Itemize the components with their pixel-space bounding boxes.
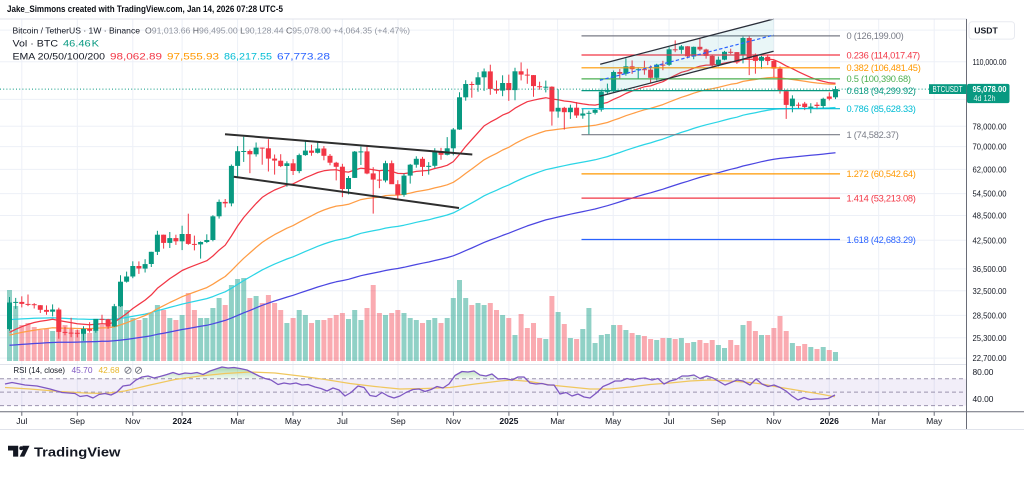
svg-text:0.5 (100,390.68): 0.5 (100,390.68) [847,74,911,84]
svg-text:2024: 2024 [173,416,192,426]
svg-text:36,500.00: 36,500.00 [973,264,1007,274]
svg-text:62,000.00: 62,000.00 [973,165,1007,175]
svg-text:28,500.00: 28,500.00 [973,311,1007,321]
svg-text:May: May [285,416,302,426]
svg-text:80.00: 80.00 [973,367,994,377]
svg-text:25,300.00: 25,300.00 [973,333,1007,343]
svg-text:Vol · BTC: Vol · BTC [13,39,59,49]
svg-text:Mar: Mar [550,416,565,426]
svg-text:Jul: Jul [664,416,675,426]
svg-text:86,217.55: 86,217.55 [224,52,272,62]
svg-text:0.236 (114,017.47): 0.236 (114,017.47) [847,50,921,60]
svg-text:Sep: Sep [70,416,86,426]
svg-text:0.618 (94,299.92): 0.618 (94,299.92) [847,86,916,96]
svg-text:4d 12h: 4d 12h [974,94,996,103]
svg-text:40.00: 40.00 [973,394,994,404]
svg-text:0.786 (85,628.33): 0.786 (85,628.33) [847,104,916,114]
svg-text:70,000.00: 70,000.00 [973,142,1007,152]
svg-text:54,500.00: 54,500.00 [973,189,1007,199]
svg-text:42.68: 42.68 [99,365,120,375]
svg-text:42,500.00: 42,500.00 [973,235,1007,245]
svg-text:Jul: Jul [16,416,27,426]
svg-text:95,078.00: 95,078.00 [973,84,1007,94]
svg-text:1.272 (60,542.64): 1.272 (60,542.64) [847,169,916,179]
svg-text:Bitcoin / TetherUS · 1W · Bina: Bitcoin / TetherUS · 1W · Binance [13,26,141,36]
svg-text:Jul: Jul [337,416,348,426]
svg-text:22,700.00: 22,700.00 [973,353,1007,363]
svg-text:EMA 20/50/100/200: EMA 20/50/100/200 [13,52,106,62]
svg-text:BTCUSDT: BTCUSDT [933,85,963,94]
svg-text:TradingView: TradingView [34,446,121,460]
svg-text:Sep: Sep [711,416,727,426]
svg-text:Nov: Nov [766,416,782,426]
svg-text:46.46 K: 46.46 K [63,39,100,49]
svg-text:98,062.89: 98,062.89 [110,52,162,62]
svg-text:Mar: Mar [230,416,245,426]
svg-text:1 (74,582.37): 1 (74,582.37) [847,130,899,140]
svg-text:67,773.28: 67,773.28 [277,52,330,62]
svg-text:2026: 2026 [820,416,839,426]
svg-text:May: May [926,416,943,426]
svg-text:78,000.00: 78,000.00 [973,121,1007,131]
svg-text:Sep: Sep [390,416,406,426]
svg-text:2025: 2025 [499,416,518,426]
svg-text:Jake_Simmons created with Trad: Jake_Simmons created with TradingView.co… [7,4,283,14]
svg-text:Mar: Mar [871,416,886,426]
svg-text:0.382 (106,481.45): 0.382 (106,481.45) [847,63,921,73]
svg-text:110,000.00: 110,000.00 [973,57,1007,67]
svg-text:32,500.00: 32,500.00 [973,286,1007,296]
svg-text:May: May [605,416,622,426]
svg-text:O91,013.66 H96,495.00 L90,12: O91,013.66 H96,495.00 L90,128.44 C95,078… [145,26,410,36]
svg-text:45.70: 45.70 [72,365,93,375]
svg-text:1.414 (53,213.08): 1.414 (53,213.08) [847,193,916,203]
svg-text:Nov: Nov [446,416,462,426]
svg-text:Nov: Nov [125,416,141,426]
svg-text:97,555.93: 97,555.93 [167,52,219,62]
svg-text:0 (126,199.00): 0 (126,199.00) [847,31,904,41]
svg-text:RSI (14, close): RSI (14, close) [14,365,66,375]
svg-text:48,500.00: 48,500.00 [973,211,1007,221]
svg-text:1.618 (42,683.29): 1.618 (42,683.29) [847,235,916,245]
svg-text:USDT: USDT [974,26,998,36]
